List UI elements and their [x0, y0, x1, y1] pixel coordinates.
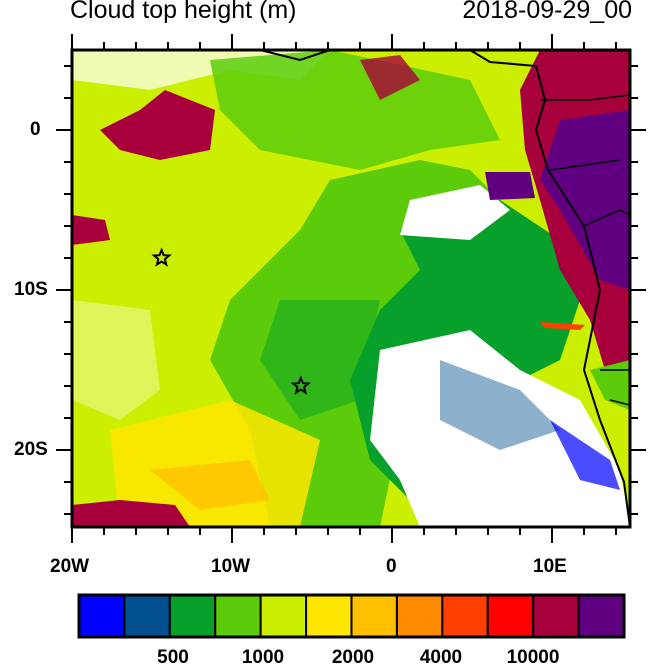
x-tick-20w: 20W: [50, 556, 90, 577]
colorbar-label: 500: [157, 647, 189, 668]
y-tick-10s: 10S: [14, 279, 48, 300]
colorbar-label: 1000: [241, 647, 285, 668]
field-purple: [540, 110, 630, 290]
colorbar-swatch: [78, 594, 126, 638]
colorbar-label: 10000: [506, 647, 560, 668]
colorbar: [77, 593, 626, 639]
x-tick-10e: 10E: [533, 556, 567, 577]
colorbar-swatch: [577, 594, 625, 638]
colorbar-swatch: [168, 594, 217, 638]
colorbar-swatch: [259, 594, 308, 638]
borders: [540, 94, 630, 406]
colorbar-swatch: [441, 594, 489, 638]
axis-ticks: [56, 34, 646, 543]
star-marker: [151, 247, 172, 267]
colorbar-swatch: [305, 594, 353, 638]
colorbar-label: 4000: [419, 647, 463, 668]
colorbar-swatch: [214, 594, 262, 638]
x-tick-0: 0: [386, 556, 397, 577]
map-frame: [70, 48, 632, 529]
colorbar-frame: [77, 593, 626, 639]
clear-sky-south: [370, 330, 630, 527]
field-crimson: [100, 90, 215, 160]
station-markers: [151, 247, 311, 395]
y-tick-20s: 20S: [14, 439, 48, 460]
star-marker: [290, 375, 311, 395]
timestamp: 2018-09-29_00: [462, 0, 632, 24]
colorbar-swatch: [532, 594, 580, 638]
colorbar-swatch: [486, 594, 535, 638]
y-tick-0: 0: [30, 119, 41, 140]
plot-title: Cloud top height (m): [70, 0, 297, 24]
colorbar-swatch: [395, 594, 444, 638]
x-tick-10w: 10W: [211, 556, 251, 577]
colorbar-swatch: [123, 594, 171, 638]
colorbar-swatch: [350, 594, 398, 638]
map-field: [72, 50, 630, 527]
colorbar-label: 2000: [331, 647, 375, 668]
